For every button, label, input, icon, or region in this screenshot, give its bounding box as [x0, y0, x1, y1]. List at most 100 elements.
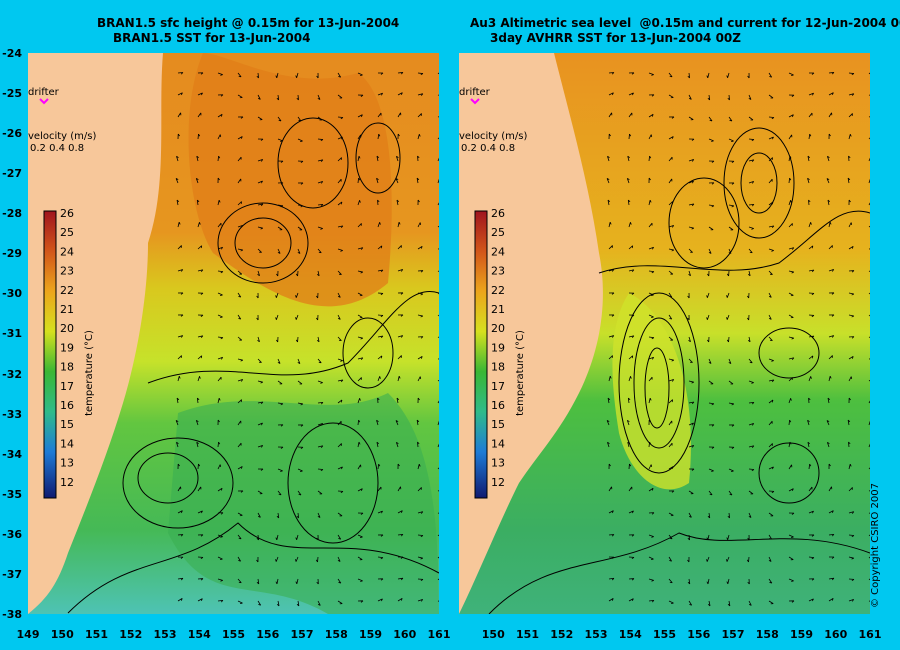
current-arrow	[357, 94, 364, 97]
current-arrow	[197, 376, 201, 382]
current-arrow	[177, 335, 184, 338]
current-arrow	[437, 94, 439, 96]
current-arrow	[177, 92, 183, 96]
current-arrow	[277, 138, 283, 142]
current-arrow	[337, 314, 341, 320]
current-arrow	[276, 270, 279, 277]
left-map-svg: drifter velocity (m/s) 0.2 0.4 0.8 26252…	[28, 53, 439, 614]
current-arrow	[868, 556, 870, 559]
colorbar-label: temperature (°C)	[84, 330, 95, 416]
current-arrow	[626, 419, 630, 426]
current-arrow	[606, 178, 610, 184]
current-arrow	[788, 336, 795, 340]
current-arrow	[788, 292, 794, 297]
current-arrow	[357, 488, 363, 492]
current-arrow	[648, 246, 655, 250]
lon-tick-label: 153	[584, 628, 608, 641]
current-arrow	[256, 72, 259, 79]
current-arrow	[848, 356, 854, 360]
current-arrow	[727, 94, 730, 101]
current-arrow	[217, 556, 223, 561]
current-arrow	[437, 600, 439, 602]
current-arrow	[217, 222, 222, 228]
current-arrow	[376, 177, 379, 184]
lon-tick-label: 149	[16, 628, 40, 641]
current-arrow	[768, 490, 775, 494]
current-arrow	[217, 155, 221, 162]
current-arrow	[848, 578, 855, 582]
colorbar-tick-label: 17	[491, 380, 505, 393]
current-arrow	[788, 464, 793, 470]
current-arrow	[628, 112, 633, 118]
colorbar-tick-label: 23	[491, 265, 505, 278]
current-arrow	[316, 578, 319, 585]
current-arrow	[668, 379, 675, 382]
current-arrow	[848, 487, 853, 492]
current-arrow	[376, 441, 380, 448]
current-arrow	[808, 355, 814, 360]
current-arrow	[337, 270, 342, 275]
current-arrow	[217, 397, 221, 404]
current-arrow	[848, 336, 855, 339]
current-arrow	[296, 512, 299, 519]
colorbar-tick-label: 21	[491, 303, 505, 316]
current-arrow	[197, 314, 204, 317]
current-arrow	[687, 314, 690, 321]
current-arrow	[317, 138, 324, 142]
current-arrow	[357, 247, 364, 250]
current-arrow	[397, 314, 404, 317]
current-arrow	[357, 464, 362, 470]
current-arrow	[628, 92, 634, 96]
current-arrow	[748, 226, 754, 230]
current-arrow	[788, 512, 795, 515]
current-arrow	[648, 441, 652, 448]
colorbar-tick-label: 12	[491, 476, 505, 489]
current-arrow	[688, 490, 694, 495]
current-arrow	[748, 380, 754, 384]
current-arrow	[648, 336, 655, 340]
current-arrow	[177, 376, 181, 382]
current-arrow	[688, 159, 695, 162]
current-arrow	[687, 72, 690, 79]
current-arrow	[868, 72, 870, 75]
current-arrow	[417, 534, 424, 538]
current-arrow	[376, 155, 380, 162]
current-arrow	[257, 180, 263, 184]
current-arrow	[257, 358, 262, 363]
current-arrow	[828, 577, 835, 581]
current-arrow	[688, 444, 695, 448]
current-arrow	[848, 72, 855, 76]
current-arrow	[237, 442, 242, 448]
current-arrow	[275, 292, 279, 298]
current-arrow	[295, 270, 299, 277]
current-arrow	[197, 269, 204, 272]
current-arrow	[397, 577, 404, 581]
current-arrow	[868, 467, 870, 470]
current-arrow	[868, 137, 870, 140]
current-vectors	[175, 72, 439, 607]
colorbar-tick-label: 24	[491, 245, 505, 258]
current-arrow	[397, 221, 401, 228]
current-arrow	[848, 93, 855, 96]
current-arrow	[197, 598, 203, 602]
current-arrow	[437, 379, 439, 382]
current-arrow	[437, 270, 439, 272]
lon-tick-label: 151	[85, 628, 108, 641]
current-arrow	[437, 556, 439, 559]
current-arrow	[808, 199, 811, 206]
copyright-text: © Copyright CSIRO 2007	[870, 483, 881, 608]
velocity-scale: 0.2 0.4 0.8	[461, 143, 515, 154]
current-arrow	[437, 534, 439, 537]
current-arrow	[708, 446, 715, 449]
current-arrow	[626, 177, 630, 184]
current-arrow	[437, 358, 439, 360]
lon-tick-label: 160	[824, 628, 848, 641]
current-arrow	[337, 556, 341, 562]
current-arrow	[768, 600, 774, 605]
current-arrow	[217, 199, 221, 206]
current-arrow	[808, 376, 812, 382]
land-australia	[28, 53, 163, 614]
current-arrow	[747, 270, 751, 277]
current-arrow	[197, 355, 203, 360]
current-arrow	[217, 356, 224, 360]
